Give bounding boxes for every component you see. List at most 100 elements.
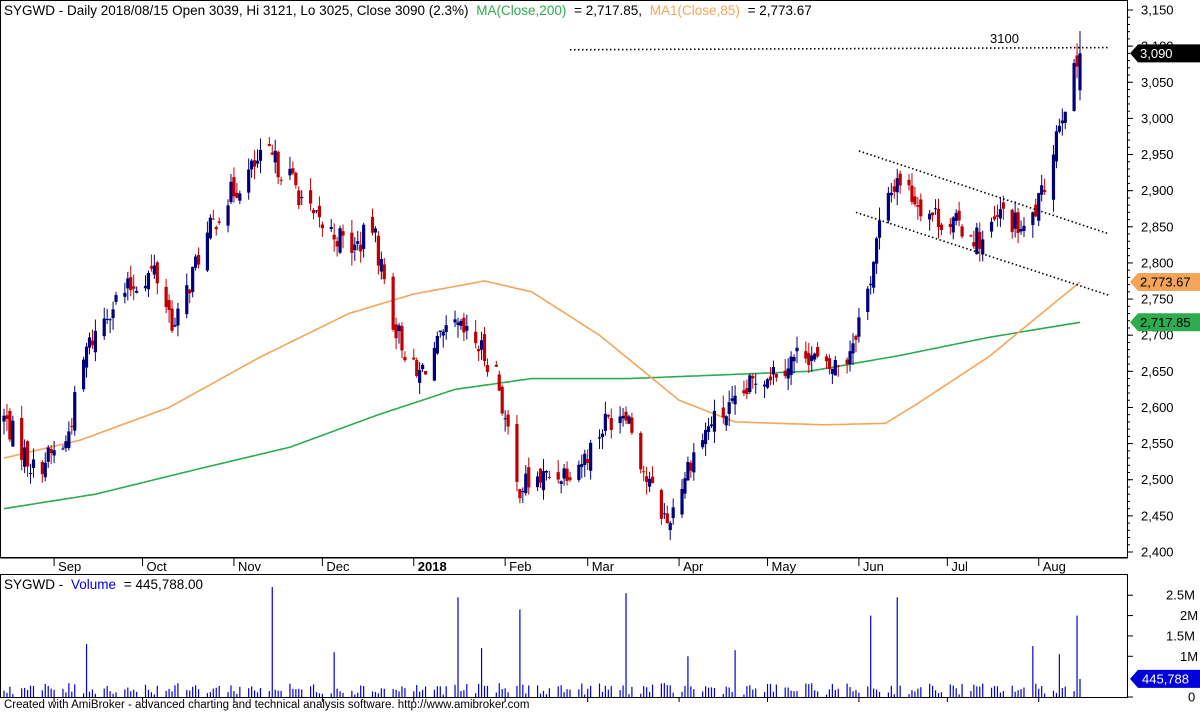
ma200-label: MA(Close,200) [476,3,566,18]
candle-body [586,459,590,463]
chart-header: SYGWD - Daily 2018/08/15 Open 3039, Hi 3… [4,3,812,18]
candle-body [975,227,979,255]
candle-body [1072,63,1076,111]
candle-body [297,190,301,206]
candle-body [665,513,669,524]
x-tick-label: Sep [58,559,81,574]
candle-body [479,340,484,350]
candle-body [46,447,50,462]
candle-body [689,462,693,471]
vol-tick-label: 2M [1180,608,1198,623]
candle-body [824,356,829,362]
candle-body [164,286,168,307]
candle-body [170,308,174,331]
candle-body [565,468,569,481]
candle-body [111,309,115,319]
candle-body [833,360,837,376]
candle-body [642,471,646,473]
candle-body [541,471,546,491]
candle-body [291,168,295,174]
candle-body [998,209,1003,219]
candle-body [432,347,436,381]
candle-body [191,266,195,293]
candle-body [754,383,758,385]
volume-badge-bg [1130,669,1200,688]
candle-body [176,308,180,326]
candle-body [70,425,74,427]
candle-body [126,278,130,289]
candle-body [5,415,9,419]
candle-body [497,374,501,391]
candle-body [238,193,242,201]
candle-body [1016,212,1020,233]
candle-body [1010,209,1014,232]
candle-body [783,370,787,376]
candle-body [951,217,955,233]
candle-body [102,318,106,337]
candle-body [1063,111,1067,123]
candle-body [786,368,790,379]
candle-body [580,464,584,467]
ma200-badge-bg [1130,313,1200,332]
x-tick-label: Aug [1043,559,1066,574]
candle-body [857,317,861,337]
candle-body [93,330,97,353]
x-tick-label: Jul [951,559,968,574]
candle-body [1040,185,1044,195]
ma85-badge-text: 2,773.67 [1140,274,1191,289]
candle-body [114,295,118,302]
volume-label: Volume [71,577,116,592]
candles [2,30,1082,540]
volume-bars: 445,788 [3,587,1200,697]
ma200-value: = 2,717.85, [574,3,642,18]
candle-body [250,160,254,170]
candle-body [680,489,684,515]
volume-symbol: SYGWD - [4,577,63,592]
y-tick-label: 2,450 [1141,508,1174,523]
candle-body [1043,189,1047,192]
candle-body [547,476,551,478]
candle-body [506,414,510,427]
candle-body [559,481,563,484]
candle-body [61,448,65,450]
candle-body [609,418,613,430]
candle-body [67,431,71,448]
candle-body [830,368,834,374]
x-tick-label: Nov [238,559,262,574]
candle-body [1060,120,1064,124]
candle-body [423,371,428,375]
candle-body [577,464,581,480]
candle-body [527,467,531,488]
candle-body [418,370,422,383]
candle-body [892,186,896,192]
y-tick-label: 2,950 [1141,147,1174,162]
candle-body [258,149,263,161]
candle-body [538,468,543,483]
candle-body [81,359,86,390]
candle-body [40,462,44,475]
candle-body [939,224,944,230]
candle-body [972,242,976,247]
candle-body [25,441,30,467]
candle-body [211,218,215,220]
candle-body [288,168,292,176]
candle-body [845,359,849,365]
candle-body [167,300,171,310]
trendline [855,211,1110,297]
candle-body [232,177,236,197]
candle-body [960,226,964,237]
candle-body [2,415,6,422]
candle-body [23,447,27,467]
candle-body [49,449,53,454]
symbol-info: SYGWD - Daily 2018/08/15 Open 3039, Hi 3… [4,3,469,18]
y-tick-label: 2,600 [1141,400,1174,415]
candle-body [836,365,840,367]
trendline [858,150,1110,235]
candle-body [556,472,560,480]
candle-body [8,410,12,440]
candle-body [978,231,982,249]
candle-body [152,265,156,275]
candle-body [31,459,36,468]
candle-body [400,326,404,351]
